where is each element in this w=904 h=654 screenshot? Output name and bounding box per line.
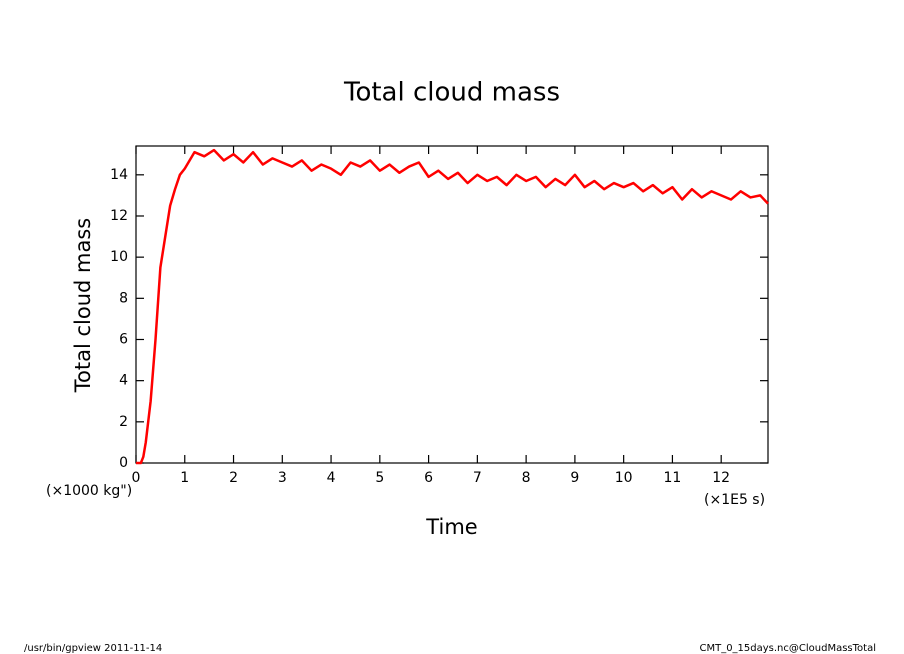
y-tick-label: 4	[119, 373, 128, 389]
y-tick-label: 12	[110, 208, 128, 224]
data-line	[136, 148, 769, 465]
x-tick-label: 7	[473, 470, 482, 486]
x-tick-label: 3	[278, 470, 287, 486]
x-unit: (×1E5 s)	[704, 492, 765, 508]
y-tick-label: 2	[119, 414, 128, 430]
x-tick-label: 12	[712, 470, 730, 486]
x-tick-label: 0	[132, 470, 141, 486]
y-tick-label: 0	[119, 455, 128, 471]
y-tick-label: 10	[110, 249, 128, 265]
x-axis-label: Time	[425, 515, 477, 539]
footer-left: /usr/bin/gpview 2011-11-14	[24, 643, 162, 654]
y-unit: (×1000 kg")	[46, 483, 132, 499]
y-axis-label: Total cloud mass	[71, 218, 95, 393]
x-tick-label: 11	[664, 470, 682, 486]
footer-right: CMT_0_15days.nc@CloudMassTotal	[699, 643, 876, 654]
x-tick-label: 2	[229, 470, 238, 486]
x-tick-label: 8	[522, 470, 531, 486]
x-tick-label: 6	[424, 470, 433, 486]
x-tick-label: 5	[375, 470, 384, 486]
x-tick-label: 1	[180, 470, 189, 486]
y-tick-label: 8	[119, 290, 128, 306]
chart-title: Total cloud mass	[343, 78, 560, 108]
y-tick-label: 14	[110, 167, 128, 183]
x-tick-label: 4	[327, 470, 336, 486]
x-tick-label: 10	[615, 470, 633, 486]
plot-frame	[135, 145, 769, 464]
x-tick-label: 9	[570, 470, 579, 486]
y-tick-label: 6	[119, 331, 128, 347]
